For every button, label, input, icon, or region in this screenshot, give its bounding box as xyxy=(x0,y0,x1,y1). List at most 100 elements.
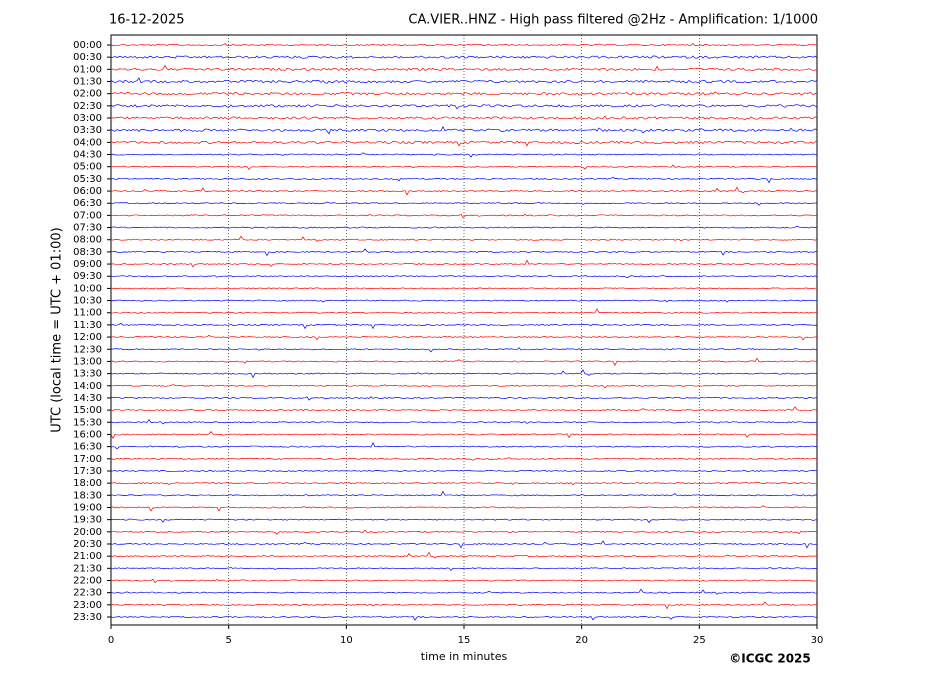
y-tick-label: 06:00 xyxy=(73,186,102,197)
trace xyxy=(110,213,818,219)
y-tick-label: 19:30 xyxy=(73,515,102,526)
x-axis-label: time in minutes xyxy=(421,650,508,663)
trace xyxy=(110,601,818,610)
trace xyxy=(110,186,818,196)
y-tick-label: 01:30 xyxy=(73,77,102,88)
y-tick-label: 18:30 xyxy=(73,490,102,501)
y-tick-label: 18:00 xyxy=(73,478,102,489)
y-tick-label: 06:30 xyxy=(73,198,102,209)
y-tick-label: 13:00 xyxy=(73,356,102,367)
trace xyxy=(110,588,818,595)
trace xyxy=(110,225,818,229)
y-tick-label: 00:30 xyxy=(73,52,102,63)
trace xyxy=(110,274,818,279)
x-tick-label: 25 xyxy=(693,635,706,646)
trace xyxy=(110,55,818,59)
trace xyxy=(110,406,818,412)
y-tick-label: 04:30 xyxy=(73,150,102,161)
trace xyxy=(110,176,818,184)
trace xyxy=(110,357,818,366)
trace xyxy=(110,91,818,96)
chart-title: CA.VIER..HNZ - High pass filtered @2Hz -… xyxy=(408,13,818,28)
trace xyxy=(110,104,818,110)
trace xyxy=(110,457,818,461)
y-tick-label: 09:00 xyxy=(73,259,102,270)
x-tick-label: 5 xyxy=(225,635,231,646)
date: 16-12-2025 xyxy=(109,13,185,28)
y-tick-label: 20:00 xyxy=(73,527,102,538)
y-tick-label: 12:30 xyxy=(73,344,102,355)
y-tick-label: 17:30 xyxy=(73,466,102,477)
y-tick-label: 08:30 xyxy=(73,247,102,258)
y-tick-label: 02:00 xyxy=(73,89,102,100)
trace xyxy=(110,442,818,450)
trace xyxy=(110,248,818,257)
y-tick-label: 19:00 xyxy=(73,502,102,513)
y-tick-label: 20:30 xyxy=(73,539,102,550)
y-tick-label: 22:30 xyxy=(73,588,102,599)
y-tick-label: 16:30 xyxy=(73,442,102,453)
y-tick-label: 21:30 xyxy=(73,563,102,574)
trace xyxy=(110,384,818,389)
trace xyxy=(110,164,818,171)
x-tick-label: 20 xyxy=(575,635,588,646)
trace xyxy=(110,490,818,497)
y-tick-label: 05:00 xyxy=(73,162,102,173)
y-tick-label: 13:30 xyxy=(73,369,102,380)
trace xyxy=(110,347,818,353)
trace xyxy=(110,482,818,486)
trace xyxy=(110,551,818,559)
trace xyxy=(110,505,818,512)
y-tick-label: 09:30 xyxy=(73,271,102,282)
x-tick-label: 15 xyxy=(458,635,471,646)
y-tick-label: 15:00 xyxy=(73,405,102,416)
trace xyxy=(110,430,818,439)
trace xyxy=(110,152,818,158)
x-tick-label: 10 xyxy=(340,635,353,646)
trace xyxy=(110,540,818,549)
trace xyxy=(110,322,818,330)
y-tick-label: 23:00 xyxy=(73,600,102,611)
y-tick-label: 23:30 xyxy=(73,612,102,623)
y-tick-label: 16:00 xyxy=(73,429,102,440)
y-tick-label: 00:00 xyxy=(73,40,102,51)
trace xyxy=(110,299,818,303)
y-tick-label: 17:00 xyxy=(73,454,102,465)
y-tick-label: 01:00 xyxy=(73,64,102,75)
y-tick-label: 14:00 xyxy=(73,381,102,392)
y-tick-label: 22:00 xyxy=(73,575,102,586)
trace xyxy=(110,578,818,584)
y-tick-label: 10:00 xyxy=(73,283,102,294)
y-tick-label: 21:00 xyxy=(73,551,102,562)
trace xyxy=(110,308,818,314)
y-tick-label: 03:00 xyxy=(73,113,102,124)
y-tick-label: 11:00 xyxy=(73,308,102,319)
trace xyxy=(110,529,818,535)
trace xyxy=(110,418,818,425)
y-tick-label: 03:30 xyxy=(73,125,102,136)
trace xyxy=(110,566,818,571)
trace xyxy=(110,125,818,135)
trace xyxy=(110,42,818,46)
y-tick-label: 07:30 xyxy=(73,223,102,234)
trace xyxy=(110,259,818,268)
trace xyxy=(110,115,818,121)
trace xyxy=(110,396,818,401)
x-tick-label: 0 xyxy=(108,635,114,646)
trace xyxy=(110,616,818,621)
trace xyxy=(110,334,818,341)
y-tick-label: 14:30 xyxy=(73,393,102,404)
trace xyxy=(110,369,818,379)
y-tick-label: 02:30 xyxy=(73,101,102,112)
trace xyxy=(110,201,818,206)
y-tick-label: 07:00 xyxy=(73,210,102,221)
trace xyxy=(110,287,818,290)
y-tick-label: 08:00 xyxy=(73,235,102,246)
y-axis-label: UTC (local time = UTC + 01:00) xyxy=(50,227,65,432)
copyright: ©ICGC 2025 xyxy=(729,652,811,666)
y-tick-label: 11:30 xyxy=(73,320,102,331)
trace xyxy=(110,77,818,84)
trace xyxy=(110,140,818,147)
trace xyxy=(110,469,818,472)
